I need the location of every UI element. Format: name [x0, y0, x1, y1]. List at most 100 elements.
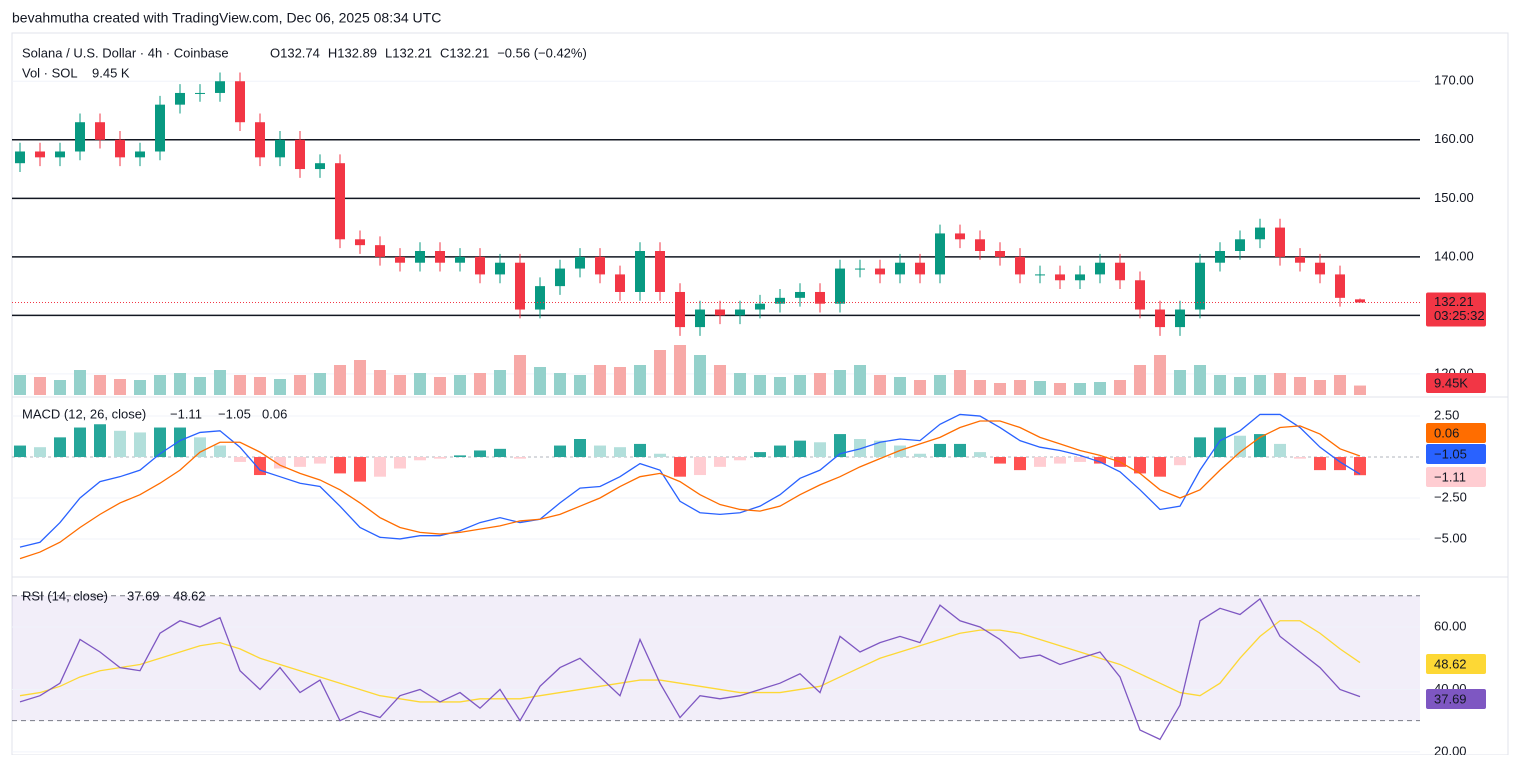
candle-body	[715, 309, 725, 316]
volume-bar	[934, 375, 946, 395]
candle-body	[895, 262, 905, 275]
volume-bar	[694, 355, 706, 395]
histogram-bar	[1154, 457, 1166, 477]
histogram-bar	[794, 440, 806, 458]
candle-body	[735, 309, 745, 316]
price-badge-bg	[1426, 292, 1486, 327]
candle-body	[455, 256, 465, 263]
volume-bar	[834, 370, 846, 395]
histogram-bar	[614, 447, 626, 458]
histogram-badge-bg	[1426, 467, 1486, 487]
volume-bar	[54, 380, 66, 395]
candle-body	[275, 139, 285, 158]
ma-badge-bg	[1426, 654, 1486, 674]
volume-bar	[1314, 380, 1326, 395]
histogram-bar	[654, 453, 666, 458]
candle-body	[915, 262, 925, 275]
histogram-bar	[314, 457, 326, 464]
histogram-bar	[1094, 457, 1106, 464]
volume-bar	[674, 345, 686, 395]
volume-bar	[1234, 377, 1246, 395]
histogram-bar	[554, 445, 566, 458]
volume-bar	[434, 377, 446, 395]
signal-label: 0.06	[262, 406, 287, 421]
histogram-bar	[634, 443, 646, 458]
countdown: 03:25:32	[1434, 308, 1485, 323]
candle-body	[215, 81, 225, 93]
volume-bar	[1034, 381, 1046, 395]
histogram-bar	[914, 453, 926, 458]
y-tick-label: 170.00	[1434, 73, 1474, 88]
volume-bar	[94, 375, 106, 395]
ma-badge: 48.62	[1434, 656, 1467, 671]
volume-bar	[614, 367, 626, 395]
histogram-bar	[174, 427, 186, 458]
volume-bar	[214, 370, 226, 395]
histogram-bar	[494, 448, 506, 458]
histogram-bar	[1194, 437, 1206, 458]
macd-badge-bg	[1426, 444, 1486, 464]
candle-body	[355, 239, 365, 246]
volume-bar	[1334, 375, 1346, 395]
candle-body	[1095, 262, 1105, 275]
y-tick-label: −2.50	[1434, 489, 1467, 504]
histogram-bar	[1174, 457, 1186, 466]
ohlc-label: O132.74	[270, 45, 320, 60]
candle-body	[555, 268, 565, 287]
candle-body	[1135, 280, 1145, 310]
histogram-bar	[1014, 457, 1026, 471]
histogram-bar	[574, 438, 586, 458]
candle-body	[1055, 274, 1065, 281]
candle-body	[595, 256, 605, 275]
header: bevahmutha created with TradingView.com,…	[12, 10, 441, 26]
candle-body	[315, 163, 325, 170]
histogram-bar	[154, 427, 166, 458]
volume-bar	[514, 355, 526, 395]
candle-body	[1315, 262, 1325, 275]
histogram-bar	[714, 457, 726, 467]
histogram-bar	[134, 432, 146, 458]
volume-bar	[294, 375, 306, 395]
volume-bar	[414, 373, 426, 395]
histogram-bar	[394, 457, 406, 469]
histogram-bar	[74, 427, 86, 458]
histogram-bar	[34, 447, 46, 458]
volume-bar	[1174, 370, 1186, 395]
histogram-bar	[234, 457, 246, 462]
volume-bar	[14, 375, 26, 395]
histogram-bar	[834, 434, 846, 458]
volume-bar	[114, 379, 126, 395]
rsi-label: 37.69	[127, 588, 160, 603]
candle-body	[1355, 299, 1365, 303]
candle-body	[1195, 262, 1205, 310]
volume-bar	[1134, 365, 1146, 395]
candle-body	[1275, 227, 1285, 257]
candle-body	[95, 122, 105, 140]
volume-bar	[334, 365, 346, 395]
histogram-bar	[594, 445, 606, 458]
candle-body	[75, 122, 85, 152]
volume-label: 9.45 K	[92, 65, 130, 80]
candle-body	[255, 122, 265, 158]
volume-badge: 9.45K	[1434, 375, 1468, 390]
histogram-bar	[514, 457, 526, 459]
volume-bar	[254, 377, 266, 395]
candle-body	[1335, 274, 1345, 298]
candle-body	[335, 163, 345, 240]
volume-bar	[654, 350, 666, 395]
histogram-bar	[1274, 443, 1286, 458]
volume-bar	[1194, 365, 1206, 395]
volume-bar	[954, 370, 966, 395]
volume-bar	[1054, 383, 1066, 395]
rsi-line	[19, 597, 1361, 741]
volume-bar	[634, 365, 646, 395]
histogram-bar	[294, 457, 306, 467]
histogram-bar	[114, 430, 126, 458]
candle-body	[35, 151, 45, 158]
candle-body	[1155, 309, 1165, 328]
ohlc-label: C132.21	[440, 45, 489, 60]
histogram-bar	[894, 445, 906, 458]
pane-title: RSI (14, close)	[22, 588, 108, 603]
volume-bar	[394, 375, 406, 395]
volume-bar	[1074, 383, 1086, 395]
